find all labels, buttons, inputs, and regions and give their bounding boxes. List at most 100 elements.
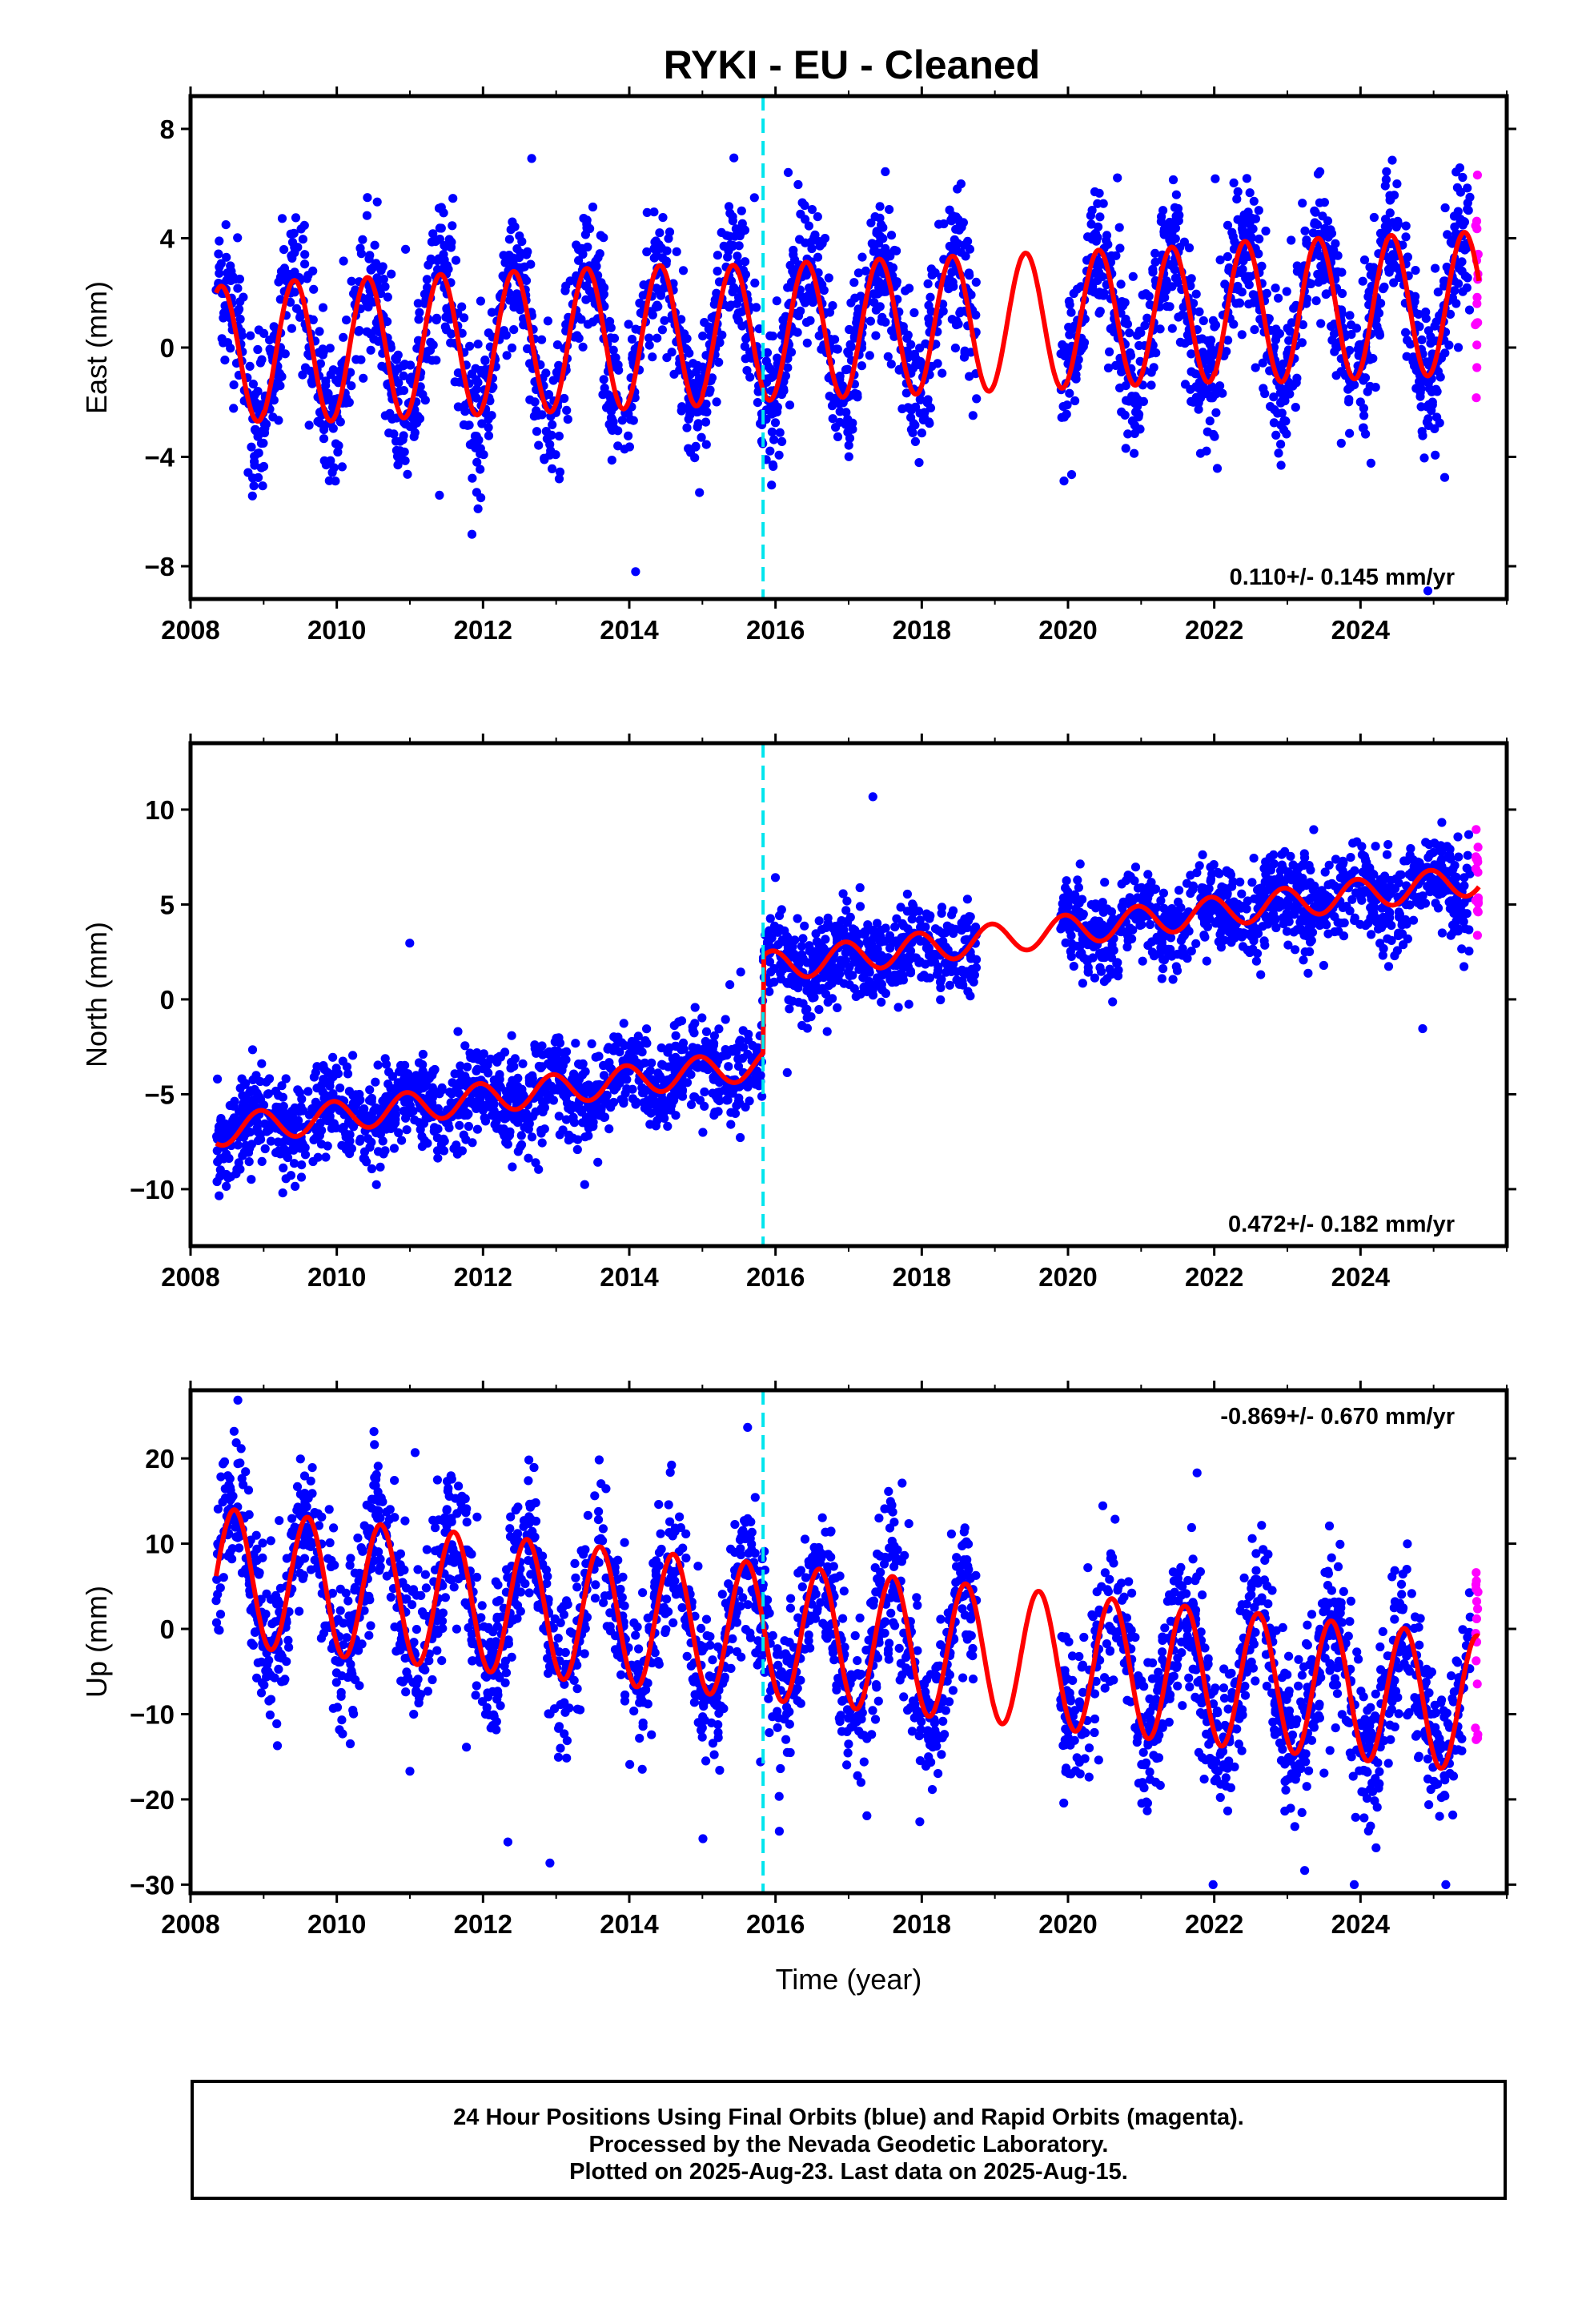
data-point: [956, 179, 966, 189]
data-point: [1385, 195, 1395, 205]
data-point: [476, 296, 486, 306]
data-point: [648, 352, 657, 362]
data-point: [1235, 877, 1245, 887]
data-point: [1464, 206, 1473, 215]
data-point: [835, 417, 845, 427]
data-point: [1459, 917, 1468, 927]
data-point: [517, 237, 527, 247]
data-point: [936, 995, 946, 1005]
data-point: [460, 313, 469, 323]
data-point: [1258, 358, 1267, 368]
data-point: [555, 467, 565, 477]
data-point: [1442, 262, 1452, 272]
data-point: [226, 344, 235, 353]
rapid-data-point: [1472, 292, 1482, 302]
data-point: [260, 1144, 270, 1154]
data-point: [1170, 223, 1181, 233]
data-point: [470, 432, 480, 441]
data-point: [915, 408, 925, 418]
data-point: [537, 335, 547, 344]
data-point: [359, 373, 368, 383]
data-point: [1099, 288, 1109, 298]
data-point: [1283, 940, 1293, 950]
data-point: [296, 224, 306, 234]
data-point: [1191, 289, 1201, 299]
data-point: [1452, 183, 1462, 192]
data-point: [516, 1131, 526, 1140]
data-point: [1457, 219, 1467, 228]
data-point: [544, 390, 554, 400]
data-point: [275, 295, 285, 304]
data-point: [1065, 300, 1074, 310]
data-point: [334, 378, 343, 388]
data-point: [215, 236, 224, 246]
data-point: [627, 335, 637, 344]
data-point: [347, 381, 356, 391]
data-point: [1151, 348, 1161, 358]
data-point: [832, 344, 841, 354]
data-point: [731, 224, 741, 234]
data-point: [578, 342, 588, 352]
data-point: [543, 316, 553, 326]
data-point: [846, 342, 856, 352]
x-tick-label: 2024: [1331, 615, 1391, 645]
data-point: [1111, 251, 1121, 260]
data-point: [1063, 346, 1073, 356]
data-point: [857, 252, 867, 262]
data-point: [1408, 915, 1419, 925]
data-point: [507, 343, 517, 353]
data-point: [1113, 958, 1122, 967]
data-point: [318, 344, 327, 354]
data-point: [1415, 392, 1425, 401]
data-point: [1086, 211, 1095, 220]
data-point: [619, 1019, 628, 1028]
data-point: [819, 285, 829, 296]
data-point: [853, 389, 862, 399]
data-point: [1419, 453, 1429, 463]
data-point: [710, 295, 720, 305]
data-point: [1359, 255, 1370, 265]
data-point: [498, 1127, 508, 1136]
data-point: [229, 404, 239, 413]
data-point: [1338, 903, 1347, 912]
data-point: [256, 463, 266, 472]
data-point: [857, 361, 866, 371]
data-point: [473, 504, 483, 513]
data-point: [326, 456, 335, 465]
data-point: [691, 368, 701, 377]
data-point: [1375, 330, 1385, 340]
data-point: [401, 244, 411, 254]
data-point: [1433, 287, 1443, 297]
data-point: [384, 1068, 394, 1077]
data-point: [1166, 933, 1176, 943]
data-point: [903, 962, 913, 971]
data-point: [248, 473, 258, 483]
data-point: [1078, 979, 1087, 988]
data-point: [1186, 349, 1196, 359]
data-point: [677, 315, 686, 324]
data-point: [814, 916, 824, 926]
data-point: [914, 458, 924, 468]
data-point: [1271, 283, 1280, 293]
data-point: [1195, 861, 1204, 870]
data-point: [624, 320, 633, 329]
data-point: [674, 1017, 684, 1027]
data-point: [1389, 278, 1399, 287]
data-point: [1150, 257, 1160, 267]
data-point: [1086, 286, 1095, 296]
data-point: [361, 296, 371, 307]
data-point: [853, 268, 863, 278]
data-point: [1379, 282, 1389, 292]
data-point: [697, 1013, 707, 1023]
data-point: [380, 411, 390, 420]
data-point: [911, 402, 921, 412]
data-point: [424, 260, 433, 270]
data-point: [939, 219, 949, 229]
data-point: [672, 247, 681, 256]
y-tick-label: 0: [160, 333, 175, 363]
data-point: [738, 1026, 748, 1035]
data-point: [1059, 476, 1069, 486]
data-point: [580, 230, 591, 239]
data-point: [1076, 282, 1086, 292]
